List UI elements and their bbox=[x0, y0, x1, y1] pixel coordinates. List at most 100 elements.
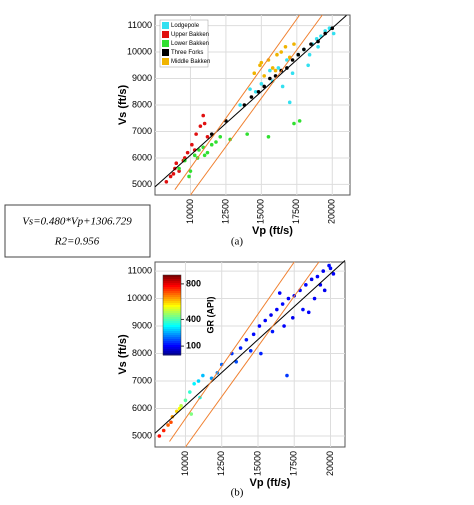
colorbar-tick-label: 100 bbox=[186, 340, 201, 350]
point bbox=[169, 420, 173, 425]
colorbar-segment bbox=[163, 303, 181, 306]
plot-area bbox=[154, 261, 346, 448]
point bbox=[285, 373, 289, 378]
point bbox=[292, 42, 296, 46]
point bbox=[302, 47, 306, 52]
colorbar-segment bbox=[163, 317, 181, 320]
x-tick-label: 17500 bbox=[291, 199, 301, 224]
point bbox=[164, 179, 169, 184]
colorbar-tick-label: 400 bbox=[186, 314, 201, 324]
point bbox=[269, 313, 273, 317]
point bbox=[270, 66, 275, 70]
point bbox=[328, 266, 333, 271]
x-tick-label: 15000 bbox=[252, 451, 262, 476]
y-axis-title: Vs (ft/s) bbox=[117, 84, 129, 125]
legend-label: Lower Bakken bbox=[171, 41, 209, 47]
colorbar-segment bbox=[163, 341, 181, 344]
x-axis-title: Vp (ft/s) bbox=[252, 225, 293, 237]
colorbar-segment bbox=[163, 315, 181, 318]
colorbar-segment bbox=[163, 297, 181, 300]
colorbar-segment bbox=[163, 327, 181, 330]
point bbox=[174, 161, 179, 166]
colorbar-segment bbox=[163, 289, 181, 292]
equation-box bbox=[4, 204, 151, 258]
x-tick-label: 17500 bbox=[289, 451, 299, 476]
point bbox=[323, 29, 327, 33]
colorbar-segment bbox=[163, 305, 181, 308]
point bbox=[270, 329, 275, 334]
x-tick-label: 20000 bbox=[325, 451, 335, 476]
point bbox=[248, 348, 253, 353]
point bbox=[306, 63, 310, 68]
x-tick-label: 15000 bbox=[256, 199, 266, 224]
colorbar-title: GR (API) bbox=[205, 296, 215, 333]
legend-label: Upper Bakken bbox=[171, 32, 209, 38]
point bbox=[187, 174, 191, 179]
equation: Vs=0.480*Vp+1306.729 bbox=[22, 216, 132, 228]
trend-line bbox=[190, 14, 323, 196]
point bbox=[196, 379, 201, 383]
point bbox=[252, 71, 257, 76]
point bbox=[197, 148, 201, 152]
point bbox=[280, 302, 285, 306]
point bbox=[301, 307, 305, 312]
point bbox=[258, 63, 262, 68]
y-tick-label: 10000 bbox=[127, 293, 152, 303]
y-tick-label: 7000 bbox=[132, 126, 152, 136]
point bbox=[257, 324, 262, 328]
point bbox=[283, 44, 288, 49]
point bbox=[331, 31, 336, 36]
legend-swatch bbox=[162, 40, 169, 47]
colorbar-segment bbox=[163, 337, 181, 340]
trend-line bbox=[174, 14, 301, 190]
point bbox=[214, 140, 218, 144]
point bbox=[218, 134, 223, 139]
colorbar-segment bbox=[163, 307, 181, 310]
y-tick-label: 11000 bbox=[128, 20, 152, 30]
colorbar-segment bbox=[163, 277, 181, 280]
point bbox=[331, 272, 336, 276]
colorbar-segment bbox=[163, 319, 181, 322]
colorbar-segment bbox=[163, 321, 181, 324]
point bbox=[307, 52, 312, 57]
point bbox=[296, 52, 301, 57]
point bbox=[205, 150, 210, 155]
colorbar-segment bbox=[163, 301, 181, 304]
point bbox=[275, 307, 279, 312]
colorbar-segment bbox=[163, 339, 181, 342]
point bbox=[198, 124, 203, 128]
point bbox=[292, 121, 296, 126]
y-tick-label: 9000 bbox=[132, 73, 152, 83]
point bbox=[201, 373, 205, 378]
y-tick-label: 5000 bbox=[132, 430, 152, 440]
caption: (a) bbox=[231, 236, 244, 248]
point bbox=[234, 359, 239, 364]
point bbox=[327, 263, 331, 268]
y-tick-label: 6000 bbox=[132, 152, 152, 162]
x-tick-label: 12500 bbox=[220, 199, 230, 224]
colorbar-segment bbox=[163, 325, 181, 328]
colorbar-segment bbox=[163, 313, 181, 316]
colorbar-segment bbox=[163, 349, 181, 352]
colorbar-segment bbox=[163, 295, 181, 298]
point bbox=[309, 42, 313, 46]
point bbox=[259, 82, 264, 86]
point bbox=[322, 288, 327, 293]
x-tick-label: 20000 bbox=[327, 199, 337, 224]
colorbar-segment bbox=[163, 283, 181, 286]
x-tick-label: 10000 bbox=[180, 451, 190, 476]
colorbar-segment bbox=[163, 311, 181, 314]
legend-swatch bbox=[162, 58, 169, 65]
point bbox=[276, 66, 281, 70]
trend-line bbox=[169, 261, 295, 442]
point bbox=[202, 121, 207, 126]
r-squared: R2=0.956 bbox=[54, 236, 100, 248]
y-tick-label: 10000 bbox=[127, 46, 152, 56]
point bbox=[268, 76, 272, 81]
colorbar-segment bbox=[163, 333, 181, 336]
point bbox=[244, 337, 249, 342]
point bbox=[282, 324, 286, 328]
point bbox=[285, 66, 289, 70]
y-tick-label: 11000 bbox=[128, 265, 152, 275]
colorbar-segment bbox=[163, 335, 181, 338]
